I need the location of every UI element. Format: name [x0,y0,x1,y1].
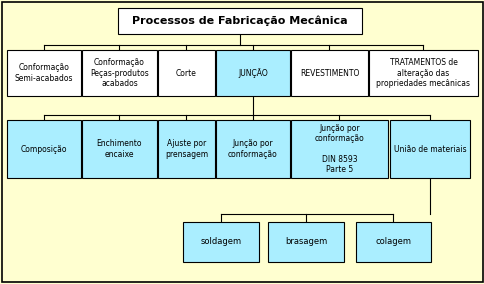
Text: Processos de Fabricação Mecânica: Processos de Fabricação Mecânica [132,16,347,26]
Text: Conformação
Peças-produtos
acabados: Conformação Peças-produtos acabados [90,58,149,88]
Text: Junção por
conformação: Junção por conformação [227,139,277,159]
Text: Junção por
conformação

DIN 8593
Parte 5: Junção por conformação DIN 8593 Parte 5 [314,124,363,174]
FancyBboxPatch shape [355,222,430,262]
FancyBboxPatch shape [7,50,81,96]
FancyBboxPatch shape [215,50,289,96]
FancyBboxPatch shape [158,120,214,178]
Text: REVESTIMENTO: REVESTIMENTO [299,68,359,78]
FancyBboxPatch shape [182,222,258,262]
Text: Composição: Composição [21,145,67,153]
Text: Corte: Corte [176,68,197,78]
Text: JUNÇÃO: JUNÇÃO [238,68,267,78]
FancyBboxPatch shape [7,120,81,178]
Text: Conformação
Semi-acabados: Conformação Semi-acabados [15,63,73,83]
Text: Ajuste por
prensagem: Ajuste por prensagem [165,139,208,159]
FancyBboxPatch shape [82,50,157,96]
Text: brasagem: brasagem [284,237,326,247]
FancyBboxPatch shape [290,120,387,178]
FancyBboxPatch shape [118,8,361,34]
FancyBboxPatch shape [368,50,477,96]
FancyBboxPatch shape [215,120,289,178]
FancyBboxPatch shape [268,222,343,262]
Text: colagem: colagem [375,237,410,247]
Text: União de materiais: União de materiais [393,145,465,153]
FancyBboxPatch shape [82,120,157,178]
FancyBboxPatch shape [389,120,469,178]
FancyBboxPatch shape [158,50,214,96]
Text: TRATAMENTOS de
alteração das
propriedades mecânicas: TRATAMENTOS de alteração das propriedade… [376,58,469,88]
Text: Enchimento
encaixe: Enchimento encaixe [96,139,142,159]
FancyBboxPatch shape [290,50,367,96]
Text: soldagem: soldagem [200,237,241,247]
